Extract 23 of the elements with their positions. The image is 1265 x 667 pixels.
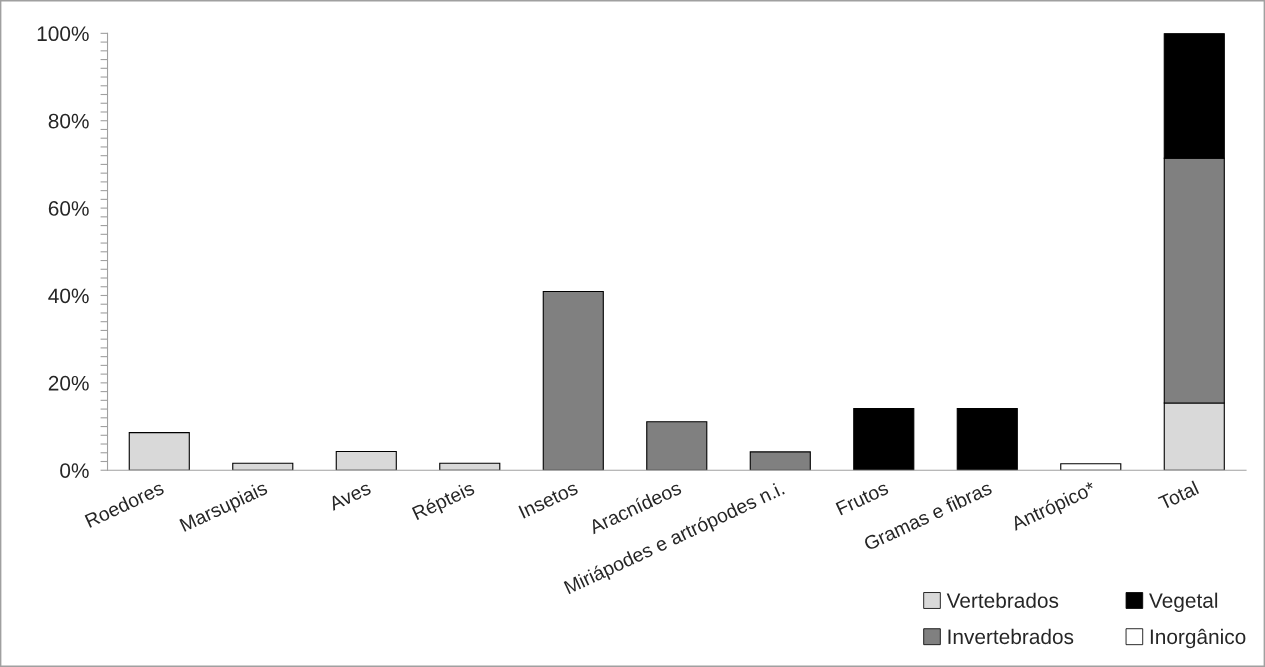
legend-label: Invertebrados bbox=[948, 628, 1074, 645]
bar bbox=[439, 462, 501, 471]
bar bbox=[1060, 463, 1122, 471]
bar bbox=[232, 462, 294, 471]
y-tick-label: 20% bbox=[48, 375, 89, 391]
y-tick-label: 60% bbox=[48, 201, 89, 216]
y-tick-label: 80% bbox=[48, 113, 89, 129]
legend-label: Vertebrados bbox=[946, 592, 1059, 608]
bar bbox=[956, 408, 1018, 471]
x-tick-label: Total bbox=[1157, 480, 1200, 511]
bar bbox=[853, 408, 915, 471]
bar bbox=[542, 290, 604, 471]
y-tick-label: 100% bbox=[37, 26, 89, 42]
legend-label: Vegetal bbox=[1149, 592, 1218, 613]
legend-label: Inorgânico bbox=[1150, 628, 1246, 649]
bar bbox=[128, 432, 190, 471]
x-tick-label: Frutos bbox=[835, 480, 890, 516]
bar bbox=[646, 421, 708, 471]
y-tick-label: 40% bbox=[48, 288, 89, 304]
bar bbox=[335, 450, 397, 471]
x-tick-label: Aves bbox=[327, 480, 372, 512]
y-tick-label: 0% bbox=[60, 463, 89, 478]
bar bbox=[749, 451, 811, 471]
